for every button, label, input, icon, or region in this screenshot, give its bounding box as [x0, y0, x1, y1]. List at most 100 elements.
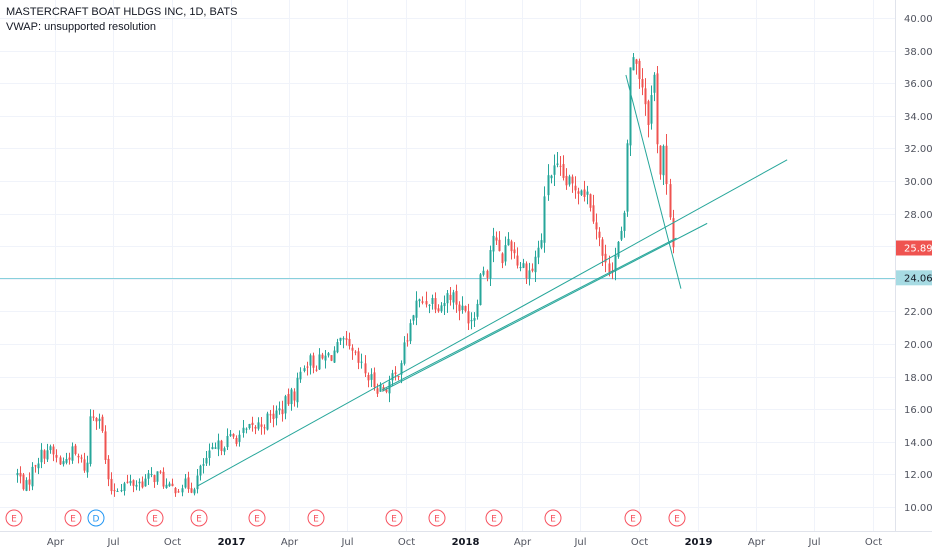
candle-body [223, 448, 226, 452]
candle-body [553, 165, 556, 175]
candle-body [364, 363, 367, 374]
candle-body [592, 205, 595, 222]
candle-body [446, 293, 449, 304]
earnings-marker[interactable]: E [64, 509, 82, 527]
candle-body [16, 473, 19, 476]
earnings-marker[interactable]: E [5, 509, 23, 527]
candle-body [181, 488, 184, 493]
x-tick-label: 2017 [218, 537, 246, 548]
candle-body [37, 463, 40, 469]
candle-body [196, 475, 199, 490]
earnings-marker[interactable]: E [544, 509, 562, 527]
candle-body [403, 342, 406, 364]
y-tick-label: 16.00 [904, 405, 932, 416]
candle-body [269, 414, 272, 416]
candle-body [486, 270, 489, 278]
candle-body [470, 320, 473, 322]
candle-body [656, 73, 659, 145]
candle-body [309, 355, 312, 366]
candle-body [55, 454, 58, 458]
candle-body [473, 318, 476, 321]
candle-body [132, 480, 135, 486]
y-tick-label: 38.00 [904, 47, 932, 58]
candle-body [391, 373, 394, 381]
candle-body [659, 145, 662, 175]
candle-body [83, 459, 86, 471]
x-tick-label: Oct [398, 537, 415, 548]
trendlines[interactable] [197, 74, 788, 487]
candle-body [31, 466, 34, 487]
trendline[interactable] [197, 159, 788, 487]
candle-body [293, 391, 296, 401]
candle-body [211, 447, 214, 450]
candle-body [635, 59, 638, 64]
x-tick-label: 2019 [685, 537, 713, 548]
candle-body [138, 481, 141, 484]
candle-body [22, 474, 25, 490]
earnings-marker[interactable]: E [248, 509, 266, 527]
candle-body [214, 447, 217, 449]
svg-text:E: E [152, 515, 158, 525]
earnings-marker[interactable]: E [385, 509, 403, 527]
candle-body [492, 235, 495, 252]
candle-body [351, 347, 354, 351]
candle-body [62, 461, 65, 465]
candle-body [229, 434, 232, 436]
candle-body [406, 340, 409, 342]
earnings-marker[interactable]: E [307, 509, 325, 527]
candle-body [71, 446, 74, 461]
y-tick-label: 22.00 [904, 307, 932, 318]
candle-body [168, 483, 171, 487]
candle-body [150, 474, 153, 476]
candle-body [147, 473, 150, 479]
candle-body [135, 484, 138, 487]
trendline[interactable] [381, 222, 708, 392]
candle-body [208, 450, 211, 458]
time-axis[interactable]: Apr Jul Oct 2017 Apr Jul Oct 2018 Apr Jul Oct 2019 A… [47, 537, 882, 548]
indicator-label: VWAP: unsupported resolution [6, 21, 156, 33]
earnings-marker[interactable]: E [624, 509, 642, 527]
x-tick-label: Oct [164, 537, 181, 548]
y-tick-label: 32.00 [904, 144, 932, 155]
candle-body [409, 323, 412, 342]
x-tick-label: Jul [340, 537, 353, 548]
x-tick-label: Apr [281, 537, 299, 548]
candle-body [415, 300, 418, 318]
earnings-marker[interactable]: E [485, 509, 503, 527]
candle-body [272, 413, 275, 420]
y-tick-label: 28.00 [904, 210, 932, 221]
candle-body [479, 274, 482, 306]
candle-body [80, 457, 83, 459]
candle-body [251, 422, 254, 425]
price-axis[interactable]: 10.0012.0014.0016.0018.0020.0022.0024.00… [904, 14, 932, 514]
candle-body [562, 164, 565, 178]
trendline[interactable] [625, 74, 682, 289]
candle-body [232, 434, 235, 437]
candle-body [162, 471, 165, 487]
candle-body [205, 457, 208, 464]
candle-body [367, 375, 370, 381]
candle-body [528, 270, 531, 279]
dividend-marker[interactable]: D [87, 509, 105, 527]
earnings-marker[interactable]: E [668, 509, 686, 527]
candle-body [275, 410, 278, 419]
candle-body [278, 408, 281, 411]
candle-body [290, 389, 293, 405]
earnings-marker[interactable]: E [190, 509, 208, 527]
earnings-marker[interactable]: E [146, 509, 164, 527]
candle-body [550, 175, 553, 179]
candle-body [489, 250, 492, 279]
candle-body [425, 301, 428, 305]
candle-body [330, 355, 333, 361]
earnings-marker[interactable]: E [428, 509, 446, 527]
candle-body [421, 301, 424, 303]
candle-body [266, 413, 269, 430]
candle-body [324, 355, 327, 361]
x-tick-label: Oct [865, 537, 882, 548]
trendline[interactable] [381, 237, 677, 391]
y-tick-label: 40.00 [904, 14, 932, 25]
candle-body [608, 263, 611, 273]
candle-body [199, 465, 202, 476]
